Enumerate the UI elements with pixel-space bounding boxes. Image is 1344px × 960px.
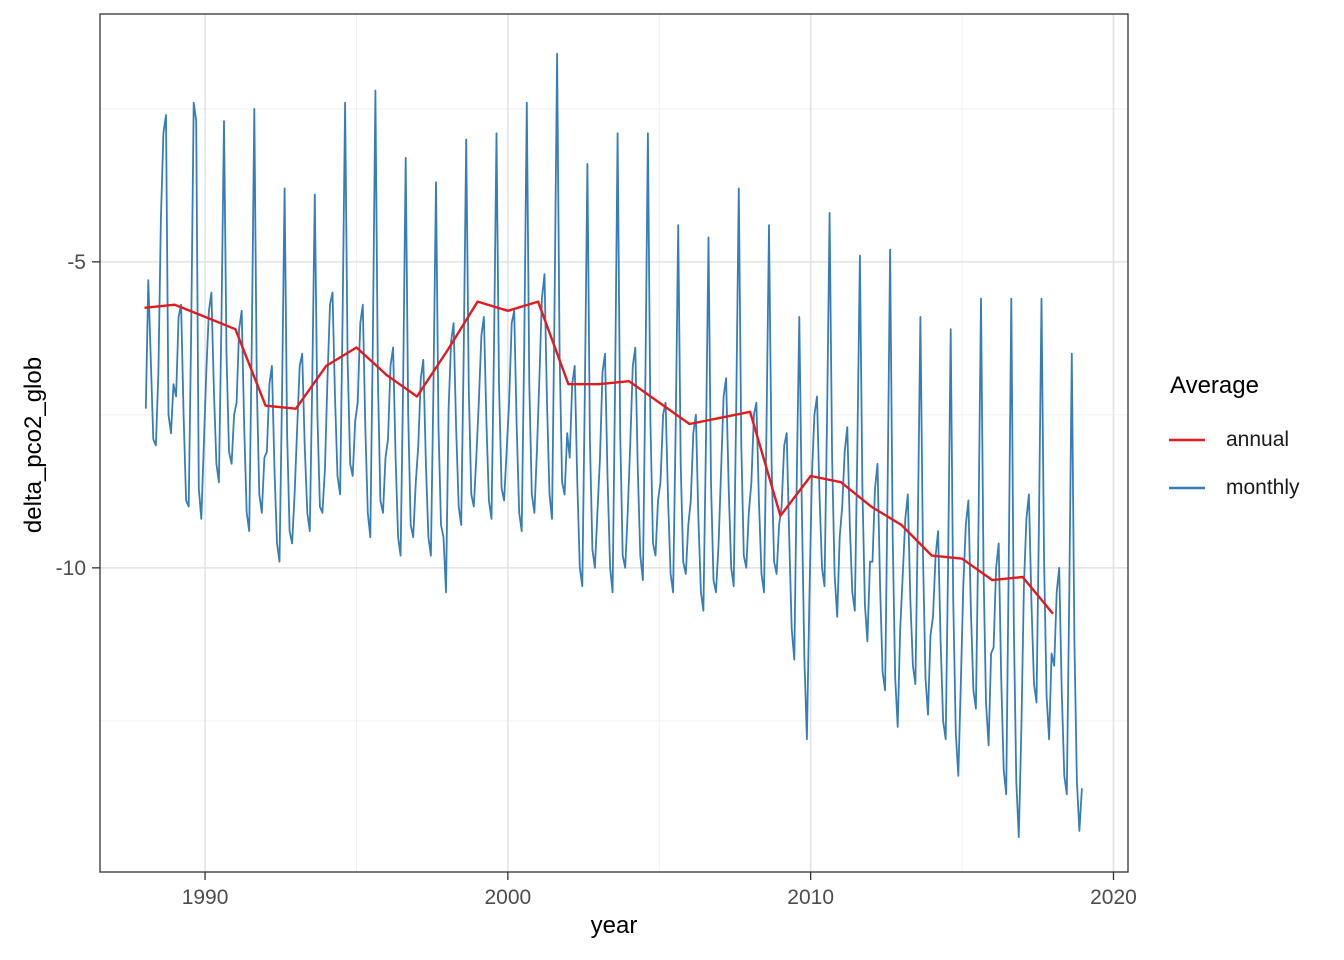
x-tick-label: 1990 (182, 886, 229, 909)
x-tick-label: 2000 (485, 886, 532, 909)
x-axis-title: year (590, 912, 638, 939)
legend-label-monthly: monthly (1226, 476, 1300, 499)
y-axis-title: delta_pco2_glob (20, 356, 47, 534)
panel-border (99, 13, 1129, 873)
y-tick-label: -5 (67, 251, 86, 274)
legend-item-annual: annual (1168, 416, 1338, 464)
legend-label-annual: annual (1226, 428, 1290, 451)
y-tick-label: -10 (56, 557, 86, 580)
legend-item-monthly: monthly (1168, 464, 1338, 512)
monthly-line (144, 52, 1083, 838)
x-tick-label: 2020 (1090, 886, 1137, 909)
legend-title: Average (1170, 372, 1259, 399)
x-tick-label: 2010 (787, 886, 834, 909)
legend: Average annual monthly (1168, 372, 1338, 512)
annual-line (144, 300, 1054, 615)
monthly-line-key-icon (1169, 486, 1205, 490)
annual-line-key-icon (1169, 438, 1205, 442)
